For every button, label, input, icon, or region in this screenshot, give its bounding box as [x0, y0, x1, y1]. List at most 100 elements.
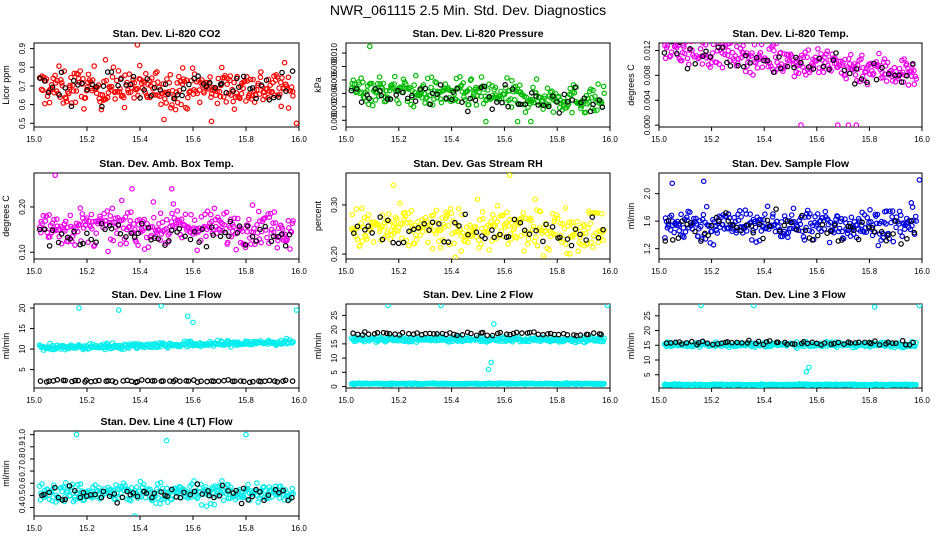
data-point	[92, 491, 99, 498]
data-point	[108, 69, 115, 75]
y-tick-label: 0.9	[18, 42, 27, 54]
data-point	[216, 482, 223, 489]
data-point	[122, 214, 129, 220]
data-point	[744, 59, 751, 66]
data-point	[214, 100, 221, 107]
data-point	[139, 220, 145, 227]
data-point	[115, 68, 122, 74]
data-point	[595, 239, 602, 246]
data-point	[272, 220, 279, 226]
x-tick-label: 15.2	[704, 267, 720, 276]
y-tick-label: 0.5	[18, 489, 27, 501]
data-point	[406, 228, 412, 235]
data-point	[743, 222, 750, 229]
data-point	[540, 102, 547, 109]
data-point	[490, 321, 497, 327]
data-point	[271, 378, 278, 384]
data-point	[590, 330, 597, 336]
data-point	[559, 220, 566, 227]
data-point	[802, 227, 809, 234]
data-point	[438, 227, 444, 234]
data-point	[776, 54, 782, 60]
y-tick-label: 15	[643, 340, 652, 349]
data-point	[852, 72, 859, 78]
y-tick-label: 10	[330, 353, 339, 362]
data-point	[234, 230, 241, 236]
data-point	[98, 220, 105, 227]
data-point	[575, 248, 581, 255]
data-point	[276, 489, 282, 496]
data-point	[258, 239, 265, 246]
data-point	[552, 216, 558, 223]
data-point	[892, 218, 899, 224]
data-points	[661, 304, 922, 388]
data-point	[448, 210, 455, 217]
data-point	[751, 43, 758, 48]
data-point	[669, 43, 675, 45]
data-point	[383, 330, 390, 337]
data-point	[528, 90, 535, 96]
data-point	[739, 340, 745, 346]
data-point	[358, 99, 365, 106]
data-point	[76, 221, 83, 228]
data-point	[911, 67, 917, 74]
data-point	[407, 219, 413, 226]
data-point	[107, 486, 114, 493]
data-point	[911, 81, 918, 88]
data-point	[365, 212, 372, 218]
x-tick-label: 15.2	[704, 135, 720, 144]
data-point	[122, 482, 128, 489]
data-point	[43, 213, 50, 219]
data-point	[124, 210, 131, 216]
data-point	[400, 89, 406, 96]
data-point	[433, 207, 440, 214]
chart-panel-2: Stan. Dev. Li-820 PressurekPa0.0000.0020…	[313, 28, 618, 144]
data-point	[191, 217, 198, 224]
data-point	[520, 210, 527, 216]
data-point	[692, 60, 699, 67]
data-point	[380, 329, 387, 336]
page-title: NWR_061115 2.5 Min. Std. Dev. Diagnostic…	[329, 2, 607, 18]
data-point	[187, 236, 194, 243]
data-point	[697, 45, 704, 52]
data-point	[158, 101, 164, 108]
data-point	[158, 304, 164, 309]
data-point	[410, 103, 417, 110]
data-point	[98, 494, 105, 501]
data-point	[527, 118, 534, 125]
data-point	[126, 71, 133, 77]
data-point	[473, 332, 480, 339]
data-point	[564, 99, 571, 105]
data-point	[707, 54, 714, 60]
data-point	[826, 66, 832, 73]
data-point	[662, 235, 668, 241]
data-point	[81, 497, 88, 503]
data-point	[257, 489, 263, 495]
data-point	[841, 341, 847, 348]
data-point	[208, 224, 215, 231]
data-point	[470, 230, 477, 236]
data-point	[68, 103, 75, 110]
data-point	[429, 219, 436, 226]
data-point	[253, 486, 259, 493]
data-point	[885, 71, 892, 77]
data-point	[450, 89, 457, 96]
data-point	[748, 237, 755, 243]
data-point	[293, 307, 299, 313]
data-point	[404, 220, 411, 226]
data-point	[208, 94, 214, 100]
data-point	[67, 492, 73, 499]
data-point	[598, 331, 604, 338]
data-point	[64, 488, 71, 494]
y-tick-label: 0.004	[643, 90, 652, 111]
data-point	[738, 54, 744, 61]
data-point	[678, 57, 685, 64]
data-point	[505, 222, 512, 229]
data-point	[390, 182, 397, 189]
plot-frame	[658, 172, 923, 260]
y-axis-label: degrees C	[1, 195, 11, 237]
data-point	[225, 481, 231, 488]
data-point	[75, 377, 82, 384]
data-point	[417, 86, 424, 92]
data-point	[814, 232, 821, 239]
